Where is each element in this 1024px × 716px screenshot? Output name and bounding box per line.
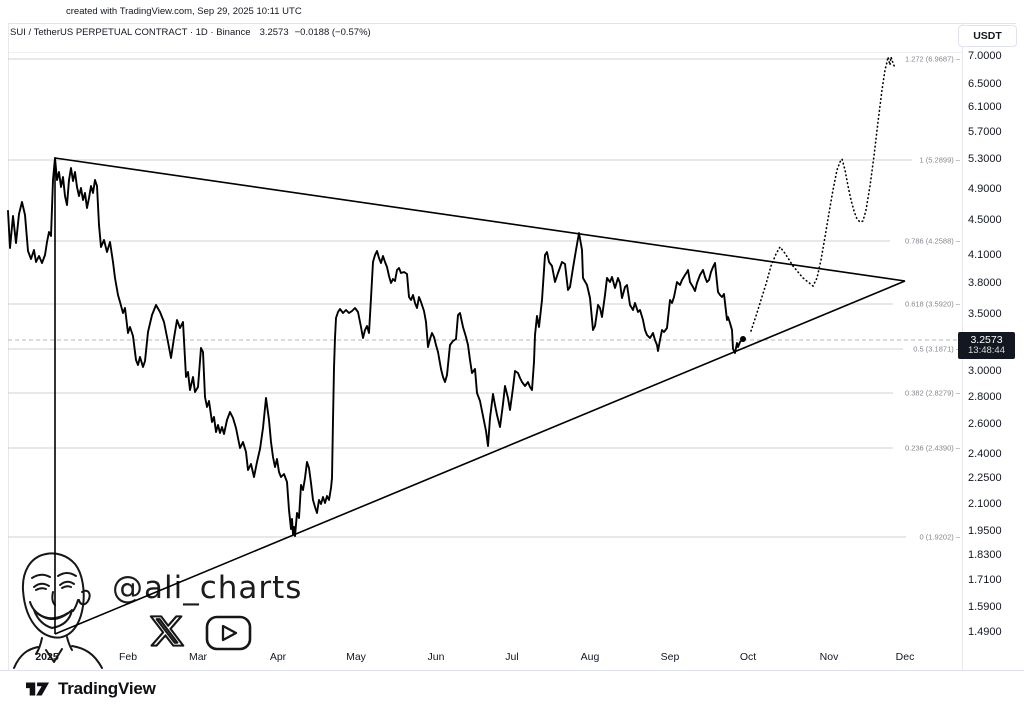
symbol-title: SUI / TetherUS PERPETUAL CONTRACT · 1D ·… — [10, 27, 251, 38]
triangle-pattern[interactable] — [54, 157, 906, 635]
fib-label: 0.382 (2.8279) – — [905, 389, 961, 398]
y-axis-label: 6.5000 — [968, 78, 1002, 90]
last-price-value: 3.2573 — [970, 334, 1003, 346]
y-axis-label: 5.3000 — [968, 153, 1002, 165]
x-axis-label: Oct — [739, 651, 757, 663]
symbol-last-price: 3.2573 — [259, 27, 289, 38]
y-axis-label: 1.9500 — [968, 525, 1002, 537]
x-axis-label: Jun — [427, 651, 445, 663]
symbol-info-row[interactable]: SUI / TetherUS PERPETUAL CONTRACT · 1D ·… — [10, 27, 371, 38]
y-axis-label: 2.2500 — [968, 472, 1002, 484]
tradingview-logo-text: TradingView — [58, 679, 156, 698]
x-logo-icon — [149, 615, 185, 647]
y-axis-label: 2.4000 — [968, 448, 1002, 460]
pane-top-border — [8, 52, 962, 53]
y-axis-label: 2.8000 — [968, 391, 1002, 403]
x-axis-label: Sep — [660, 651, 680, 663]
y-axis-label: 4.9000 — [968, 183, 1002, 195]
y-axis-label: 1.8300 — [968, 549, 1002, 561]
tradingview-logo-link[interactable]: TradingView — [26, 679, 156, 699]
fibonacci-levels: 1.272 (6.9687) – 1 (5.2899) – 0.786 (4.258… — [8, 55, 961, 542]
frame-left-border — [8, 23, 9, 670]
fib-label: 0.5 (3.1871) – — [913, 345, 961, 354]
last-price-dot — [740, 336, 746, 342]
x-axis-label: Aug — [580, 651, 600, 663]
y-axis-label: 4.5000 — [968, 214, 1002, 226]
watermark-handle: @ali_charts — [112, 570, 303, 606]
y-axis-label: 2.1000 — [968, 498, 1002, 510]
x-axis-label: Apr — [269, 651, 287, 663]
y-axis-label: 1.5900 — [968, 601, 1002, 613]
frame-bottom-border — [0, 670, 1024, 671]
fib-label: 1.272 (6.9687) – — [905, 55, 961, 64]
y-axis-label: 3.5000 — [968, 308, 1002, 320]
x-axis-label: Nov — [819, 651, 839, 663]
y-axis-label: 1.4900 — [968, 626, 1002, 638]
tradingview-logo-icon — [26, 682, 50, 696]
youtube-icon — [205, 615, 252, 651]
y-axis-label: 3.8000 — [968, 277, 1002, 289]
y-axis-label: 7.0000 — [968, 50, 1002, 62]
y-axis-label: 1.7100 — [968, 574, 1002, 586]
frame-top-border — [8, 23, 1016, 24]
bar-countdown: 13:48:44 — [968, 345, 1005, 357]
symbol-change: −0.0188 (−0.57%) — [294, 27, 371, 38]
x-axis-label: May — [346, 651, 366, 663]
fib-label: 0 (1.9202) – — [920, 533, 961, 542]
watermark-face-drawing — [13, 552, 103, 669]
y-axis-label: 5.7000 — [968, 126, 1002, 138]
fib-label: 0.618 (3.5920) – — [905, 300, 961, 309]
y-axis-label: 4.1000 — [968, 249, 1002, 261]
y-axis-label: 3.0000 — [968, 365, 1002, 377]
price-line-series — [7, 157, 744, 537]
x-axis-label: Dec — [895, 651, 915, 663]
y-axis-label: 6.1000 — [968, 101, 1002, 113]
fib-label: 1 (5.2899) – — [920, 156, 961, 165]
y-axis-label: 2.6000 — [968, 418, 1002, 430]
attribution-text: created with TradingView.com, Sep 29, 20… — [66, 6, 302, 17]
projection-dotted-path[interactable] — [750, 56, 896, 332]
x-axis-label: Jul — [505, 651, 519, 663]
x-axis-label: Feb — [118, 651, 138, 663]
currency-badge: USDT — [958, 25, 1017, 47]
fib-label: 0.786 (4.2588) – — [905, 237, 961, 246]
chart-geometry — [7, 56, 958, 635]
last-price-tag: 3.2573 13:48:44 — [958, 332, 1015, 359]
x-axis-label: Mar — [188, 651, 208, 663]
fib-label: 0.236 (2.4390) – — [905, 444, 961, 453]
